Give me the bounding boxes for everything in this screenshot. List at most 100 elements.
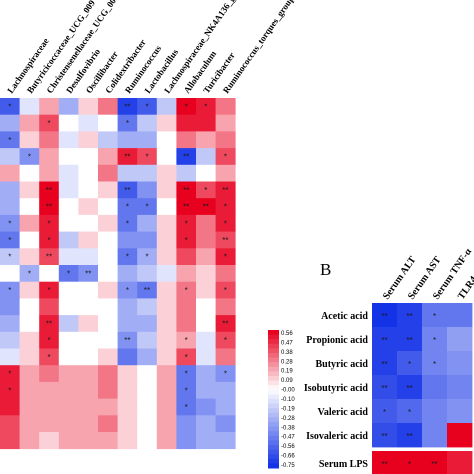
heatmap-a-cell xyxy=(39,181,60,199)
heatmap-a-cell xyxy=(156,164,177,182)
significance-mark: * xyxy=(8,286,11,295)
heatmap-a-cell xyxy=(19,398,40,416)
heatmap-a-cell xyxy=(117,398,138,416)
colorbar-segment xyxy=(268,394,279,400)
heatmap-a-cell xyxy=(196,98,216,116)
heatmap-a-cell xyxy=(196,381,216,399)
heatmap-a-cell xyxy=(215,164,236,182)
significance-mark: * xyxy=(185,102,188,111)
heatmap-a-cell xyxy=(0,98,20,116)
significance-mark: * xyxy=(224,286,227,295)
heatmap-b-cell xyxy=(447,303,473,328)
heatmap-a-cell xyxy=(78,231,99,249)
heatmap-a-cell xyxy=(196,331,216,349)
significance-mark: * xyxy=(224,253,227,262)
significance-mark: * xyxy=(408,460,411,469)
heatmap-a-cell xyxy=(137,181,158,199)
heatmap-a-cell xyxy=(176,214,197,232)
heatmap-b-cell xyxy=(397,451,423,474)
heatmap-b: ** ** *Acetic acid** ** *Propionic acid** * *B… xyxy=(304,246,474,474)
heatmap-a-cell xyxy=(58,298,79,316)
heatmap-a-cell xyxy=(196,298,216,316)
heatmap-a-cell xyxy=(176,432,197,450)
heatmap-a: * ** * * ** *** ** * ** *** ** ** * **** * * ** ** ** * * * **… xyxy=(0,0,296,450)
heatmap-a-cell xyxy=(215,198,236,216)
heatmap-a-cell xyxy=(215,365,236,383)
heatmap-a-cell xyxy=(78,214,99,232)
colorbar-segment xyxy=(268,458,279,464)
heatmap-a-cell xyxy=(98,398,118,416)
heatmap-a-cell xyxy=(137,315,158,333)
heatmap-a-cell xyxy=(19,148,40,166)
heatmap-a-cell xyxy=(215,114,236,132)
heatmap-a-cell xyxy=(196,231,216,249)
heatmap-a-cell xyxy=(196,114,216,132)
heatmap-b-cell xyxy=(422,423,448,448)
heatmap-a-cell xyxy=(156,98,177,116)
heatmap-a-cell xyxy=(19,432,40,450)
heatmap-a-cell xyxy=(58,381,79,399)
significance-mark: * xyxy=(47,236,50,245)
significance-mark: * xyxy=(47,219,50,228)
heatmap-a-cell xyxy=(156,281,177,299)
heatmap-b-cell xyxy=(372,375,398,400)
heatmap-a-cell xyxy=(176,114,197,132)
colorbar-tick-label: -0.56 xyxy=(281,444,295,450)
heatmap-a-cell xyxy=(117,432,138,450)
colorbar-tick-label: 0.56 xyxy=(281,331,293,337)
colorbar-segment xyxy=(268,408,279,414)
significance-mark: ** xyxy=(222,319,228,328)
heatmap-a-cell xyxy=(19,231,40,249)
heatmap-a-cell xyxy=(215,181,236,199)
heatmap-a-cell xyxy=(156,331,177,349)
colorbar-segment xyxy=(268,380,279,386)
heatmap-a-cell xyxy=(196,148,216,166)
significance-mark: ** xyxy=(144,286,150,295)
significance-mark: * xyxy=(47,119,50,128)
colorbar-segment xyxy=(268,389,279,395)
heatmap-a-cell xyxy=(39,381,60,399)
heatmap-a-cell xyxy=(39,398,60,416)
significance-mark: * xyxy=(145,253,148,262)
colorbar-segment xyxy=(268,463,279,469)
heatmap-a-cell xyxy=(98,148,118,166)
heatmap-a-cell xyxy=(39,415,60,433)
heatmap-a-cell xyxy=(215,131,236,149)
significance-mark: * xyxy=(224,219,227,228)
colorbar-tick-label: 0.09 xyxy=(281,378,293,384)
colorbar-segment xyxy=(268,330,279,336)
heatmap-a-cell xyxy=(0,131,20,149)
colorbar-segment xyxy=(268,454,279,460)
significance-mark: * xyxy=(185,286,188,295)
significance-mark: * xyxy=(145,102,148,111)
heatmap-a-cell xyxy=(19,214,40,232)
heatmap-a-cell xyxy=(117,148,138,166)
heatmap-a-cell xyxy=(176,265,197,283)
colorbar-segment xyxy=(268,362,279,368)
heatmap-a-cell xyxy=(196,265,216,283)
heatmap-a-cell xyxy=(98,381,118,399)
significance-mark: * xyxy=(433,360,436,369)
significance-mark: ** xyxy=(183,152,189,161)
significance-mark: * xyxy=(185,353,188,362)
heatmap-a-cell xyxy=(137,331,158,349)
significance-mark: * xyxy=(224,370,227,379)
heatmap-a-column-label: Ruminococcus_torques_group xyxy=(221,0,296,95)
significance-mark: * xyxy=(145,152,148,161)
significance-mark: ** xyxy=(406,312,412,321)
significance-mark: * xyxy=(8,253,11,262)
heatmap-a-cell xyxy=(117,231,138,249)
heatmap-a-cell xyxy=(215,315,236,333)
heatmap-b-cell xyxy=(372,351,398,376)
heatmap-a-cell xyxy=(78,281,99,299)
heatmap-a-cell xyxy=(39,265,60,283)
heatmap-a-cell xyxy=(58,131,79,149)
heatmap-a-cell xyxy=(19,348,40,366)
heatmap-a-cell xyxy=(39,198,60,216)
heatmap-a-cell xyxy=(215,148,236,166)
heatmap-a-cell xyxy=(215,348,236,366)
significance-mark: * xyxy=(8,102,11,111)
heatmap-a-cell xyxy=(0,415,20,433)
heatmap-b-cell xyxy=(397,423,423,448)
colorbar-tick-label: 0.47 xyxy=(281,340,293,346)
